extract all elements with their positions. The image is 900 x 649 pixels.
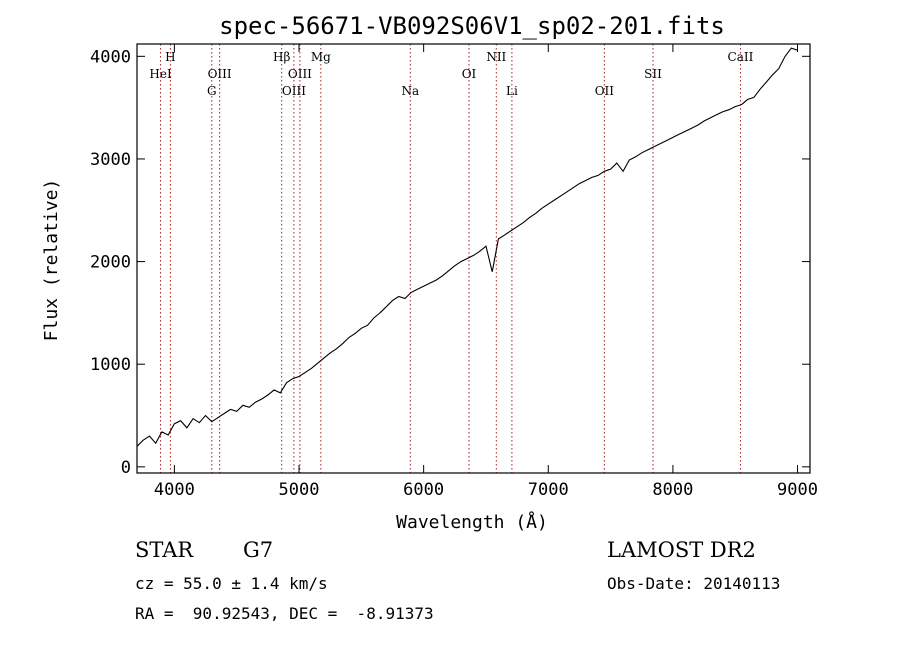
spectral-line-markers: HeI H G OIII Hβ OIII OIII Mg Na OI NII Li OII SII CaII [149, 44, 754, 473]
y-axis-label: Flux (relative) [41, 179, 62, 342]
spectral-line-label: Mg [311, 50, 331, 64]
x-tick-label: 4000 [154, 480, 195, 500]
object-class: STAR [135, 538, 194, 562]
x-tick-label: 8000 [652, 480, 693, 500]
spectral-line-label: OII [595, 84, 615, 98]
chart-title: spec-56671-VB092S06V1_sp02-201.fits [219, 12, 725, 40]
survey-name: LAMOST DR2 [607, 538, 756, 562]
spectral-line-label: Na [401, 84, 419, 98]
spectral-line-label: H [165, 50, 175, 64]
series-layer [136, 47, 798, 447]
spectral-line-label: Li [506, 84, 518, 98]
x-tick-label: 5000 [279, 480, 320, 500]
y-tick-label: 2000 [90, 253, 131, 273]
spectral-line-label: OIII [288, 67, 312, 81]
spectrum-line [136, 47, 798, 447]
coordinates: RA = 90.92543, DEC = -8.91373 [135, 604, 434, 623]
x-tick-label: 9000 [777, 480, 818, 500]
spectral-line-label: HeI [149, 67, 172, 81]
x-tick-label: 6000 [403, 480, 444, 500]
obs-date: Obs-Date: 20140113 [607, 574, 781, 593]
plot-frame [136, 43, 811, 474]
spectral-line-label: G [207, 84, 217, 98]
y-tick-label: 3000 [90, 150, 131, 170]
spectral-line-label: SII [644, 67, 662, 81]
axis-ticks: 4000 5000 6000 7000 8000 9000 0 1000 2000 3000 400… [90, 44, 818, 500]
object-subclass: G7 [243, 538, 274, 562]
y-tick-label: 0 [121, 458, 131, 478]
spectral-line-label: OI [462, 67, 477, 81]
spectral-line-label: OIII [208, 67, 232, 81]
spectral-line-label: NII [486, 50, 506, 64]
redshift-cz: cz = 55.0 ± 1.4 km/s [135, 574, 328, 593]
y-tick-label: 4000 [90, 47, 131, 67]
y-tick-label: 1000 [90, 355, 131, 375]
spectral-line-label: OIII [282, 84, 306, 98]
x-tick-label: 7000 [528, 480, 569, 500]
x-axis-label: Wavelength (Å) [396, 511, 548, 533]
spectral-line-label: CaII [728, 50, 754, 64]
spectral-line-label: Hβ [273, 50, 290, 64]
